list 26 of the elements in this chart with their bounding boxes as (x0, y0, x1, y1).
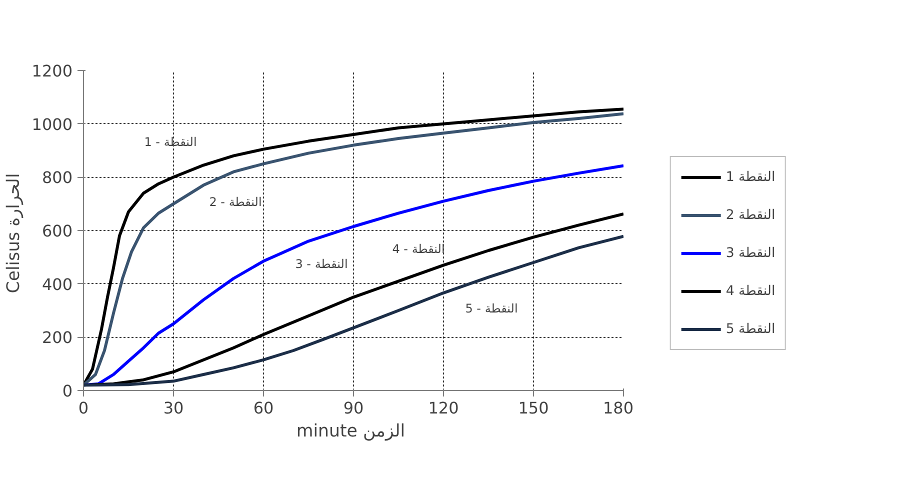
annotation: 3 - النقطة (295, 257, 348, 272)
x-tick-label: 150 (518, 398, 549, 418)
y-tick-label: 400 (42, 274, 73, 294)
x-tick-label: 60 (253, 398, 274, 418)
annotation: 1 - النقطة (144, 135, 197, 150)
x-tick-label: 30 (163, 398, 184, 418)
x-tick-label: 90 (343, 398, 364, 418)
y-tick-label: 0 (62, 382, 73, 400)
legend-label: 3 النقطة (726, 246, 776, 260)
x-tick-label: 180 (602, 398, 634, 418)
x-tick-label: 0 (78, 398, 89, 418)
y-tick-label: 600 (42, 222, 73, 240)
annotation: 5 - النقطة (465, 302, 518, 316)
y-axis-title: Celisus الحرارة (4, 173, 24, 294)
legend-label: 4 النقطة (726, 284, 776, 298)
annotation: 2 - النقطة (209, 195, 262, 210)
legend-label: 2 النقطة (726, 208, 776, 222)
legend-label: 1 النقطة (726, 170, 776, 184)
annotation: 4 - النقطة (392, 242, 445, 256)
x-tick-label: 120 (428, 398, 459, 418)
y-tick-label: 1000 (32, 114, 72, 134)
legend-label: 5 النقطة (726, 322, 776, 336)
y-tick-label: 800 (42, 168, 73, 188)
x-axis-title: minute الزمن (296, 422, 406, 442)
y-tick-label: 1200 (32, 62, 72, 80)
y-tick-label: 200 (42, 328, 73, 348)
